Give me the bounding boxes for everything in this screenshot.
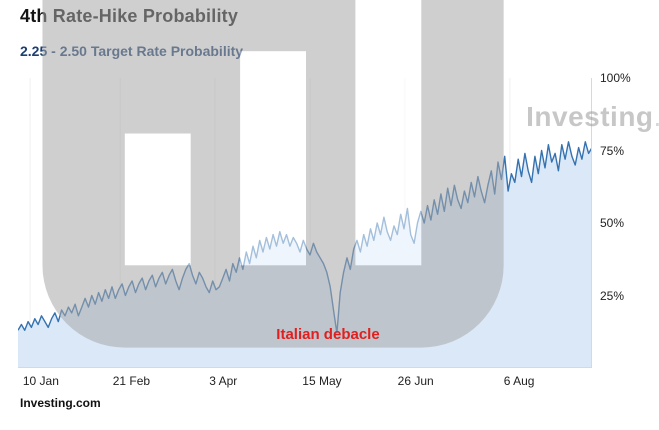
y-axis-label: 50% xyxy=(600,216,625,230)
x-axis-label: 6 Aug xyxy=(503,374,535,388)
chart-plot-area: Investing.com Italian debacle xyxy=(18,0,659,368)
investing-logo-icon xyxy=(42,0,504,348)
x-axis-label: 10 Jan xyxy=(22,374,59,388)
source-credit: Investing.com xyxy=(20,396,101,410)
y-axis-label: 25% xyxy=(600,288,625,303)
x-axis-labels: 10 Jan 21 Feb 3 Apr 15 May 26 Jun 6 Aug xyxy=(18,372,608,390)
y-axis-label: 100% xyxy=(600,71,631,85)
x-axis-label: 26 Jun xyxy=(397,374,434,388)
watermark-text: Investing.com xyxy=(526,101,659,133)
x-axis-label: 21 Feb xyxy=(112,374,151,388)
watermark-suffix: .com xyxy=(654,101,659,132)
investing-watermark: Investing.com xyxy=(26,0,659,364)
y-axis-labels: 25% 50% 75% 100% xyxy=(600,71,655,368)
watermark-name: Investing xyxy=(526,100,654,132)
y-axis-label: 75% xyxy=(600,143,625,158)
x-axis-label: 15 May xyxy=(302,374,342,388)
x-axis-label: 3 Apr xyxy=(209,374,238,388)
italian-debacle-annotation: Italian debacle xyxy=(276,325,380,343)
